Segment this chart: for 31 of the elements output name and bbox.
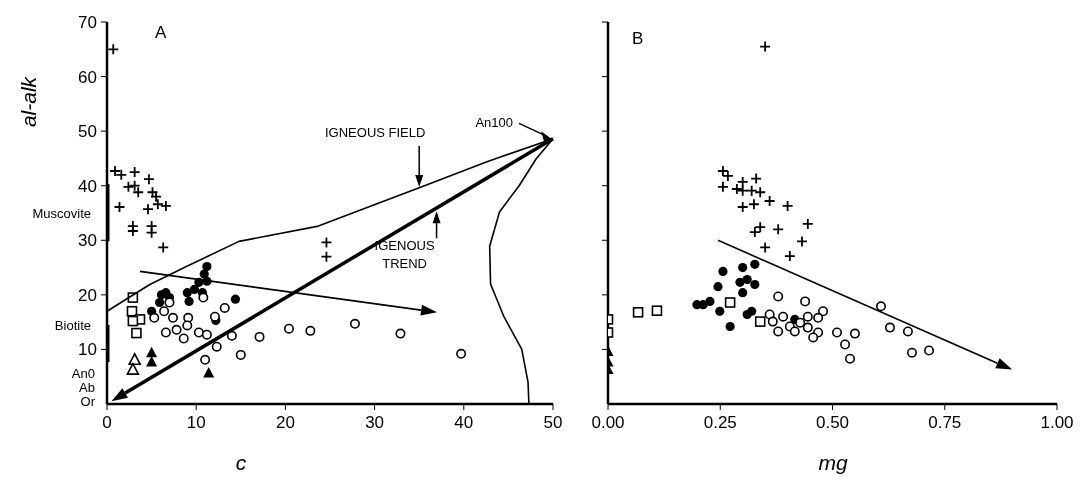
x-tick-label: 0.50	[815, 413, 850, 433]
text: An0	[71, 366, 95, 381]
y-axis-title: al-alk	[17, 75, 40, 128]
y-tick-label: 50	[78, 122, 97, 142]
y-tick-label: 70	[78, 13, 97, 33]
text: Or	[80, 394, 96, 409]
x-axis-title: c	[235, 451, 247, 474]
x-tick-label: 40	[454, 413, 474, 433]
annotation: IGENOUS TREND	[374, 238, 435, 272]
annotation: IGNEOUS FIELD	[324, 124, 426, 140]
chart-title: A	[155, 23, 167, 42]
x-tick-label: 0.25	[703, 413, 737, 433]
x-tick-label: 20	[275, 413, 295, 433]
y-tick-label: 10	[78, 340, 97, 360]
x-tick-label: 50	[543, 413, 563, 433]
x-axis-title: mg	[818, 451, 848, 474]
y-tick-label: 20	[78, 285, 97, 305]
annotation: Biotite	[54, 317, 91, 333]
y-tick-label: 30	[78, 231, 97, 251]
text: Ab	[79, 380, 95, 395]
annotation: Muscovite	[32, 206, 91, 221]
y-tick-label: 40	[78, 176, 97, 196]
chart-title: B	[632, 29, 644, 48]
x-tick-label: 0.00	[591, 413, 625, 433]
x-tick-label: 0	[102, 413, 112, 433]
x-tick-label: 1.00	[1040, 413, 1074, 433]
x-tick-label: 10	[186, 413, 206, 433]
y-tick-label: 60	[78, 67, 97, 87]
x-tick-label: 0.75	[928, 413, 962, 433]
x-tick-label: 30	[365, 413, 385, 433]
annotation: An100	[475, 115, 513, 131]
